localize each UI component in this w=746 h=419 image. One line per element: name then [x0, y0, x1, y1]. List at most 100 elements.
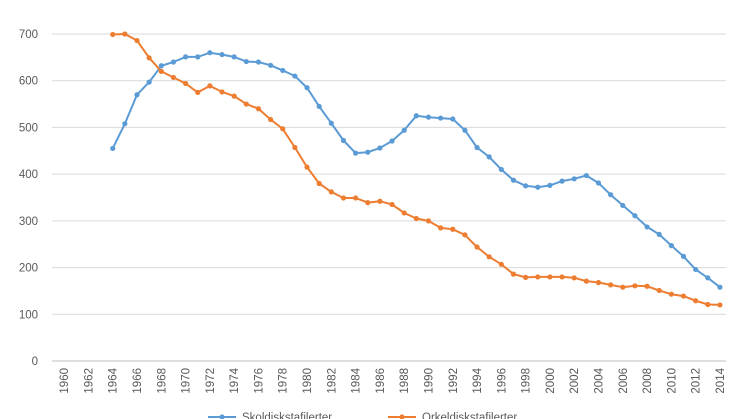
- x-tick-label: 2012: [691, 368, 703, 394]
- data-point: [510, 271, 517, 277]
- data-point: [595, 180, 602, 186]
- data-point: [170, 59, 177, 65]
- data-point: [316, 103, 322, 110]
- series-layer: [110, 31, 723, 308]
- data-point: [401, 127, 407, 133]
- y-tick-label: 100: [19, 309, 38, 321]
- data-point: [608, 282, 614, 288]
- legend-label: Orkeldiskstafilerter: [422, 412, 517, 419]
- x-tick-label: 1998: [521, 368, 533, 394]
- x-tick-label: 1978: [278, 368, 290, 394]
- data-point: [255, 106, 262, 112]
- x-tick-label: 1984: [351, 367, 363, 393]
- x-tick-label: 1994: [472, 367, 484, 393]
- data-point: [231, 54, 237, 60]
- data-point: [474, 244, 480, 250]
- y-tick-label: 400: [19, 169, 38, 181]
- x-tick-label: 1976: [253, 368, 265, 394]
- data-point: [462, 127, 468, 133]
- data-point: [583, 172, 589, 179]
- x-tick-label: 1972: [205, 368, 217, 394]
- data-point: [255, 59, 262, 65]
- x-tick-label: 2002: [569, 368, 581, 394]
- data-point: [559, 178, 565, 184]
- data-point: [182, 54, 189, 60]
- x-tick-label: 2010: [666, 368, 678, 394]
- data-point: [535, 184, 541, 190]
- data-point: [340, 137, 347, 144]
- data-point: [523, 183, 529, 189]
- data-point: [535, 274, 541, 280]
- x-tick-label: 1992: [448, 368, 460, 394]
- data-point: [267, 62, 274, 68]
- data-point: [413, 113, 419, 119]
- data-point: [644, 283, 650, 289]
- gridlines: [52, 33, 726, 362]
- data-point: [425, 114, 432, 120]
- series-1: [110, 31, 723, 308]
- data-point: [280, 67, 286, 74]
- data-point: [304, 85, 310, 91]
- data-point: [632, 213, 638, 219]
- data-point: [401, 210, 407, 216]
- data-point: [717, 302, 723, 308]
- x-tick-label: 1968: [156, 368, 168, 394]
- x-tick-label: 1990: [423, 368, 435, 394]
- x-tick-label: 1970: [181, 368, 193, 394]
- data-point: [231, 93, 237, 99]
- data-point: [170, 74, 177, 81]
- x-tick-label: 1974: [229, 367, 241, 393]
- series-line: [111, 51, 721, 288]
- data-point: [219, 89, 225, 95]
- data-point: [219, 51, 225, 58]
- data-point: [486, 254, 492, 260]
- data-point: [365, 149, 371, 155]
- x-tick-label: 1988: [399, 368, 411, 394]
- data-point: [353, 195, 359, 201]
- data-point: [474, 144, 480, 151]
- data-point: [134, 37, 140, 44]
- data-point: [134, 92, 140, 98]
- data-point: [304, 164, 310, 170]
- legend-item: Skoldiskstafilerter: [208, 412, 332, 419]
- data-point: [292, 144, 298, 151]
- data-point: [389, 201, 395, 208]
- data-point: [498, 261, 504, 267]
- data-point: [450, 116, 456, 122]
- data-point: [243, 101, 249, 107]
- legend-item: Orkeldiskstafilerter: [388, 412, 517, 419]
- data-point: [425, 218, 432, 224]
- y-tick-label: 500: [19, 122, 38, 134]
- data-point: [438, 225, 444, 231]
- data-point: [620, 284, 626, 290]
- x-tick-label: 1996: [496, 368, 508, 394]
- x-axis-tick-labels: 1960 1962 1964 1966 1968 1970 1972 1974 1976 1978…: [59, 367, 727, 393]
- data-point: [316, 180, 322, 187]
- series-0: [110, 50, 723, 290]
- data-point: [656, 231, 662, 238]
- data-point: [656, 287, 662, 294]
- data-point: [595, 279, 602, 286]
- x-tick-label: 1960: [59, 368, 71, 394]
- data-point: [243, 58, 249, 65]
- data-point: [680, 253, 687, 259]
- data-point: [717, 284, 723, 290]
- y-tick-label: 700: [19, 29, 38, 41]
- data-point: [693, 298, 699, 304]
- data-point: [195, 89, 201, 95]
- data-point: [668, 243, 674, 249]
- data-point: [122, 121, 128, 127]
- data-point: [438, 115, 444, 121]
- x-tick-label: 1986: [375, 368, 387, 394]
- data-point: [413, 215, 419, 222]
- legend-marker: [399, 414, 405, 419]
- data-point: [365, 200, 371, 206]
- data-point: [328, 189, 334, 195]
- data-point: [510, 177, 517, 183]
- data-point: [668, 291, 674, 297]
- y-tick-label: 0: [32, 356, 38, 368]
- data-point: [705, 301, 711, 308]
- data-point: [377, 145, 383, 151]
- data-point: [583, 278, 589, 284]
- series-line: [112, 33, 720, 306]
